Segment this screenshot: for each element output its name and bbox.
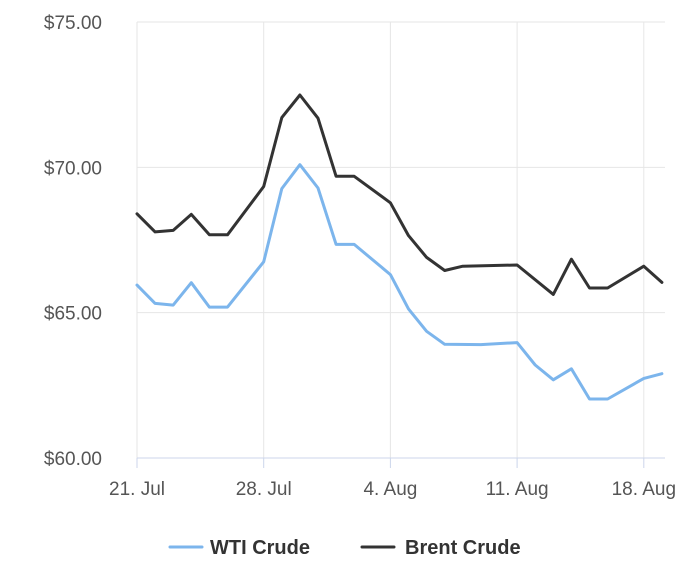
x-tick-label: 21. Jul (109, 479, 165, 500)
legend[interactable]: WTI Crude Brent Crude (168, 537, 521, 559)
legend-label: WTI Crude (210, 537, 310, 559)
legend-label: Brent Crude (405, 537, 521, 559)
y-tick-label: $75.00 (44, 13, 102, 34)
x-tick-label: 28. Jul (236, 479, 292, 500)
y-tick-label: $65.00 (44, 304, 102, 325)
series-line-wti-crude (135, 163, 664, 401)
x-tick-label: 4. Aug (363, 479, 417, 500)
grid (136, 21, 665, 459)
x-tick-label: 11. Aug (486, 479, 549, 500)
series-line-brent-crude (135, 93, 664, 296)
y-tick-label: $60.00 (44, 449, 102, 470)
y-tick-label: $70.00 (44, 158, 102, 179)
legend-item-brent-crude[interactable]: Brent Crude (360, 537, 521, 559)
series-layer (135, 93, 664, 401)
x-tick-label: 18. Aug (612, 479, 676, 500)
axes: $60.00 $65.00 $70.00 $75.00 21. Jul 28. Jul 4.… (44, 13, 676, 500)
legend-item-wti-crude[interactable]: WTI Crude (168, 537, 310, 559)
